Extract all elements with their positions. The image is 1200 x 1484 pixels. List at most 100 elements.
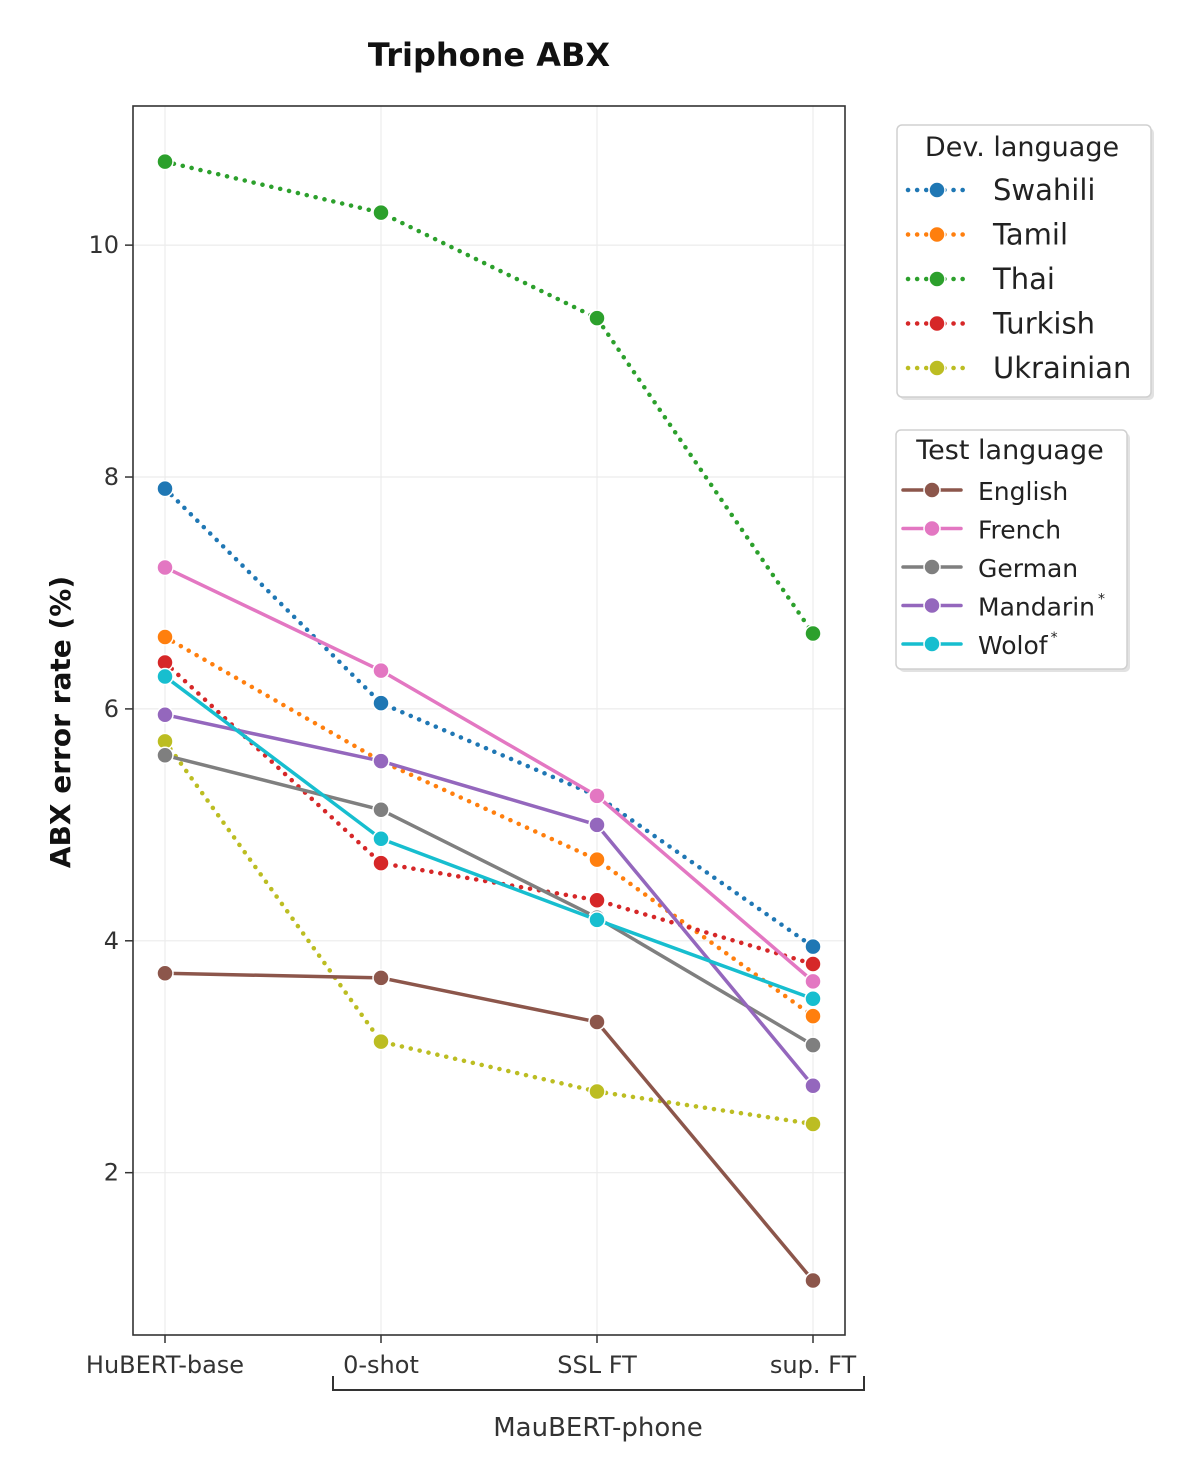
legend-label-wolof: Wolof *: [978, 630, 1058, 660]
legend-test-title: Test language: [915, 435, 1103, 466]
legend-swatch-marker: [923, 481, 941, 499]
legend-swatch-marker: [928, 314, 946, 333]
point-german-0-shot: [372, 801, 390, 819]
legend-entry-thai: Thai: [905, 262, 1055, 296]
point-turkish-ssl-ft: [588, 891, 606, 909]
plot-area: [132, 105, 846, 1336]
point-thai-hubert-base: [156, 152, 174, 171]
point-tamil-sup-ft: [804, 1007, 822, 1025]
y-tick-label: 8: [104, 463, 119, 491]
series-line-ukrainian: [162, 739, 816, 1127]
point-wolof-sup-ft: [804, 990, 822, 1008]
point-tamil-hubert-base: [156, 628, 174, 646]
legend-entry-french: French: [901, 516, 1061, 545]
legend-swatch-marker: [923, 596, 941, 615]
x-tick-label-0-shot: 0-shot: [343, 1351, 419, 1379]
series-line-english: [163, 971, 815, 1283]
legend-swatch-marker: [923, 558, 941, 576]
series-mandarin: [156, 705, 822, 1095]
legend-entry-wolof: Wolof *: [901, 630, 1058, 660]
legend-label-ukrainian: Ukrainian: [993, 351, 1131, 385]
point-ukrainian-sup-ft: [804, 1115, 822, 1133]
legend-entry-english: English: [901, 477, 1068, 506]
grid: [133, 106, 845, 1335]
legend-dev-title: Dev. language: [925, 132, 1119, 163]
point-french-hubert-base: [156, 558, 174, 577]
series-english: [156, 964, 822, 1290]
series-thai: [156, 152, 822, 643]
point-english-0-shot: [372, 969, 390, 987]
legend-label-thai: Thai: [992, 262, 1055, 296]
legend-entry-turkish: Turkish: [905, 307, 1095, 341]
point-french-sup-ft: [804, 972, 822, 991]
point-french-ssl-ft: [588, 787, 606, 805]
series-line-thai: [162, 159, 816, 636]
legend-label-german: German: [978, 554, 1078, 583]
series-line-german: [163, 753, 815, 1047]
legend-entry-tamil: Tamil: [905, 218, 1068, 252]
series-layer: [156, 152, 822, 1290]
legend-label-french: French: [978, 516, 1061, 545]
x-group-bracket: [332, 1376, 865, 1391]
point-english-ssl-ft: [588, 1013, 606, 1031]
series-line-wolof: [163, 674, 815, 1001]
point-mandarin-hubert-base: [156, 705, 174, 724]
x-tick-label-sup-ft: sup. FT: [770, 1351, 857, 1379]
x-group-label: MauBERT-phone: [493, 1413, 703, 1443]
point-tamil-ssl-ft: [588, 850, 606, 869]
point-mandarin-sup-ft: [804, 1076, 822, 1095]
y-axis-label: ABX error rate (%): [44, 576, 77, 868]
x-tick-label-hubert-base: HuBERT-base: [86, 1351, 244, 1379]
series-french: [156, 558, 822, 991]
point-thai-sup-ft: [804, 624, 822, 643]
series-line-french: [163, 565, 815, 984]
x-axis: HuBERT-base 0-shot SSL FT sup. FT: [86, 1335, 857, 1379]
x-tick-label-ssl-ft: SSL FT: [557, 1351, 637, 1379]
chart-title: Triphone ABX: [368, 36, 611, 74]
point-german-sup-ft: [804, 1036, 822, 1054]
series-wolof: [156, 667, 822, 1008]
legend-entry-ukrainian: Ukrainian: [905, 351, 1131, 385]
legend-label-mandarin: Mandarin *: [978, 592, 1105, 622]
point-swahili-sup-ft: [804, 937, 822, 956]
point-english-hubert-base: [156, 964, 174, 983]
series-line-mandarin: [163, 712, 815, 1088]
legend-label-turkish: Turkish: [992, 307, 1095, 341]
y-tick-label: 2: [104, 1159, 119, 1187]
series-line-turkish: [162, 660, 816, 967]
point-swahili-0-shot: [372, 694, 390, 712]
series-ukrainian: [156, 732, 822, 1133]
legend-entry-mandarin: Mandarin *: [901, 592, 1105, 622]
point-swahili-hubert-base: [156, 479, 174, 498]
legend-entry-german: German: [901, 554, 1078, 583]
legend-label-tamil: Tamil: [992, 218, 1068, 252]
point-wolof-hubert-base: [156, 667, 174, 686]
point-english-sup-ft: [804, 1271, 822, 1290]
legend-swatch-marker: [928, 181, 946, 199]
legend-swatch-marker: [928, 270, 946, 288]
point-mandarin-0-shot: [372, 752, 390, 770]
point-wolof-0-shot: [372, 830, 390, 848]
legend-swatch-marker: [923, 635, 941, 653]
legend-swatch-marker: [923, 519, 941, 538]
legend-label-english: English: [978, 477, 1068, 506]
legend-label-swahili: Swahili: [993, 173, 1095, 207]
point-ukrainian-ssl-ft: [588, 1082, 606, 1101]
point-german-hubert-base: [156, 746, 174, 765]
point-french-0-shot: [372, 661, 390, 680]
series-line-swahili: [162, 486, 816, 949]
series-line-tamil: [162, 634, 816, 1019]
legend-entry-swahili: Swahili: [905, 173, 1095, 207]
legend-swatch-marker: [928, 359, 946, 377]
point-ukrainian-0-shot: [372, 1032, 390, 1051]
series-swahili: [156, 479, 822, 956]
series-turkish: [156, 653, 822, 973]
y-tick-label: 4: [104, 927, 119, 955]
point-wolof-ssl-ft: [588, 911, 606, 929]
y-tick-label: 6: [104, 695, 119, 723]
point-thai-ssl-ft: [588, 309, 606, 327]
point-turkish-0-shot: [372, 854, 390, 872]
legend-swatch-marker: [928, 225, 946, 244]
point-mandarin-ssl-ft: [588, 816, 606, 834]
